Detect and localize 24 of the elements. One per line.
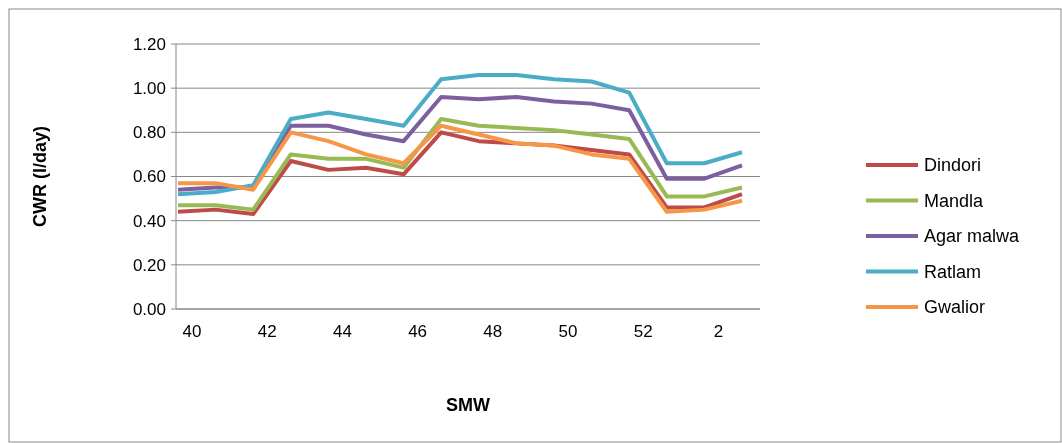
line-series <box>176 72 744 197</box>
legend-label: Mandla <box>924 190 985 211</box>
x-tick-label: 2 <box>713 322 724 341</box>
y-tick-label: 1.00 <box>132 79 166 99</box>
x-tick-label: 52 <box>633 322 653 341</box>
y-tick-label: 0.20 <box>132 255 166 275</box>
y-tick-label: 0.80 <box>132 123 166 143</box>
legend-label: Gwalior <box>924 297 986 318</box>
x-tick-label: 46 <box>408 322 428 341</box>
x-tick-label: 44 <box>332 322 352 341</box>
legend-label: Ratlam <box>924 261 982 282</box>
x-axis-title: SMW <box>446 395 490 415</box>
x-tick-label: 40 <box>182 322 202 341</box>
legend-label: Dindori <box>924 155 982 176</box>
y-tick-label: 0.40 <box>132 211 166 231</box>
legend-label: Agar malwa <box>924 226 1021 247</box>
x-tick-label: 50 <box>558 322 578 341</box>
y-tick-label: 1.20 <box>132 34 166 54</box>
y-axis-title: CWR (l/day) <box>30 126 50 227</box>
line-series <box>176 95 744 192</box>
x-tick-label: 48 <box>483 322 503 341</box>
x-tick-label: 42 <box>257 322 277 341</box>
y-tick-label: 0.00 <box>132 299 166 319</box>
y-tick-label: 0.60 <box>132 167 166 187</box>
